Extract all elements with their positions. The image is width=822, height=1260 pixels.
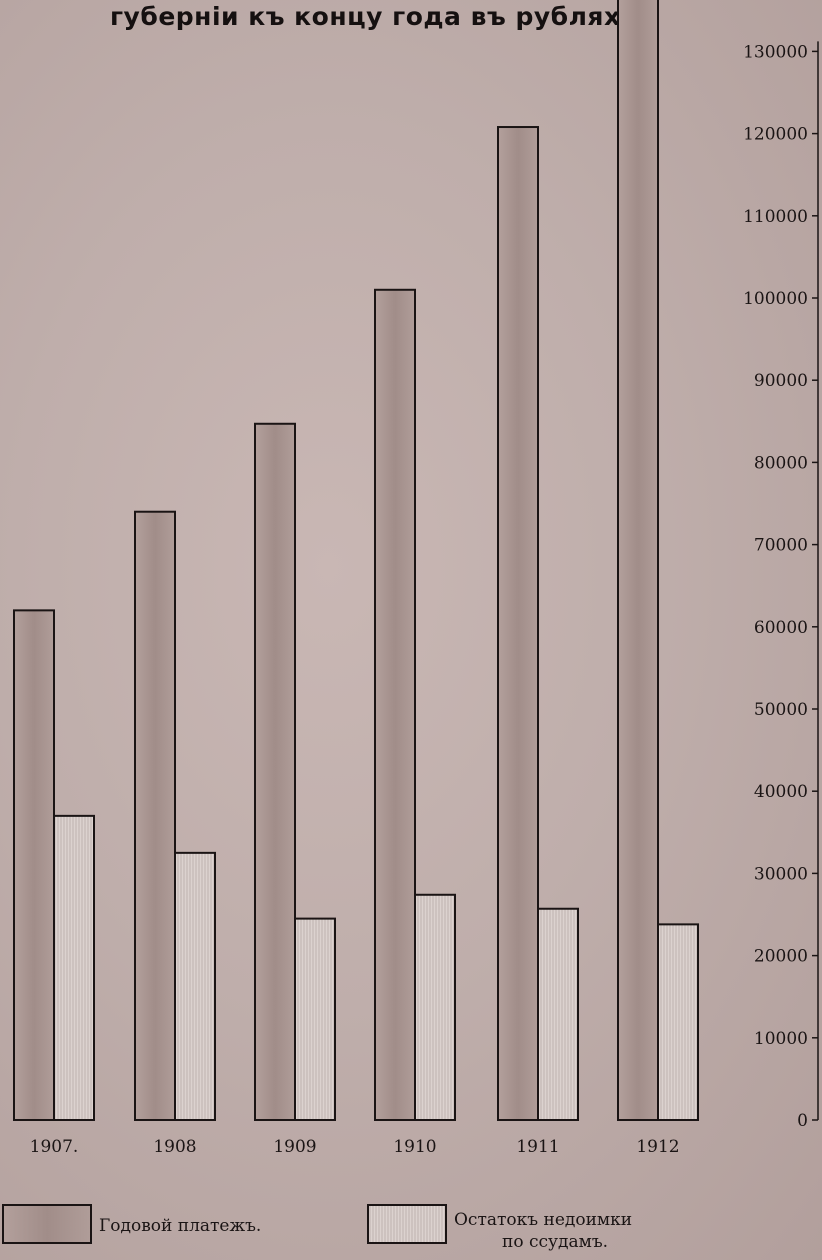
bars-group <box>13 0 699 1122</box>
y-tick-label: 80000 <box>754 453 808 473</box>
y-tick-label: 120000 <box>743 125 808 145</box>
y-tick-label: 100000 <box>743 289 808 309</box>
y-tick-label: 10000 <box>754 1029 808 1049</box>
bar-annual-payment-1908 <box>134 510 176 1122</box>
legend-label-arrears-line1: Остатокъ недоимки <box>454 1210 633 1230</box>
bar-arrears-1912 <box>657 923 699 1122</box>
y-tick-label: 70000 <box>754 536 808 556</box>
x-tick-label: 1907. <box>30 1137 79 1157</box>
x-axis-labels: 1907. 1908 1909 1910 1911 1912 <box>30 1137 680 1157</box>
y-tick-label: 110000 <box>743 207 808 227</box>
x-tick-label: 1908 <box>153 1137 196 1157</box>
bar-arrears-1909 <box>294 917 336 1121</box>
y-tick-label: 20000 <box>754 947 808 967</box>
bar-arrears-1910 <box>414 893 456 1121</box>
bar-annual-payment-1907 <box>13 609 55 1121</box>
y-tick-label: 90000 <box>754 371 808 391</box>
bar-arrears-1911 <box>537 907 579 1121</box>
bar-arrears-1907 <box>53 814 95 1121</box>
y-tick-label: 60000 <box>754 618 808 638</box>
x-tick-label: 1909 <box>273 1137 316 1157</box>
x-tick-label: 1910 <box>393 1137 436 1157</box>
bar-annual-payment-1910 <box>374 288 416 1121</box>
y-tick-label: 40000 <box>754 782 808 802</box>
y-tick-label: 50000 <box>754 700 808 720</box>
y-tick-label: 30000 <box>754 864 808 884</box>
y-tick-label: 0 <box>797 1111 808 1131</box>
y-axis: 0 10000 20000 30000 40000 50000 60000 70000 8000… <box>743 41 819 1131</box>
chart-title: губерніи къ концу года въ рубляхъ. <box>110 2 650 31</box>
x-tick-label: 1912 <box>636 1137 679 1157</box>
x-tick-label: 1911 <box>516 1137 559 1157</box>
legend-label-annual-payment: Годовой платежъ. <box>99 1216 262 1236</box>
bar-annual-payment-1912 <box>617 0 659 1122</box>
y-tick-label: 130000 <box>743 42 808 62</box>
legend-label-arrears-line2: по ссудамъ. <box>502 1232 609 1252</box>
bar-annual-payment-1911 <box>497 126 539 1122</box>
legend-swatch-annual-payment <box>2 1204 92 1244</box>
bar-annual-payment-1909 <box>254 422 296 1121</box>
bar-arrears-1908 <box>174 851 216 1121</box>
legend-swatch-arrears <box>367 1204 447 1244</box>
legend: Годовой платежъ. Остатокъ недоимки по сс… <box>0 1195 822 1255</box>
